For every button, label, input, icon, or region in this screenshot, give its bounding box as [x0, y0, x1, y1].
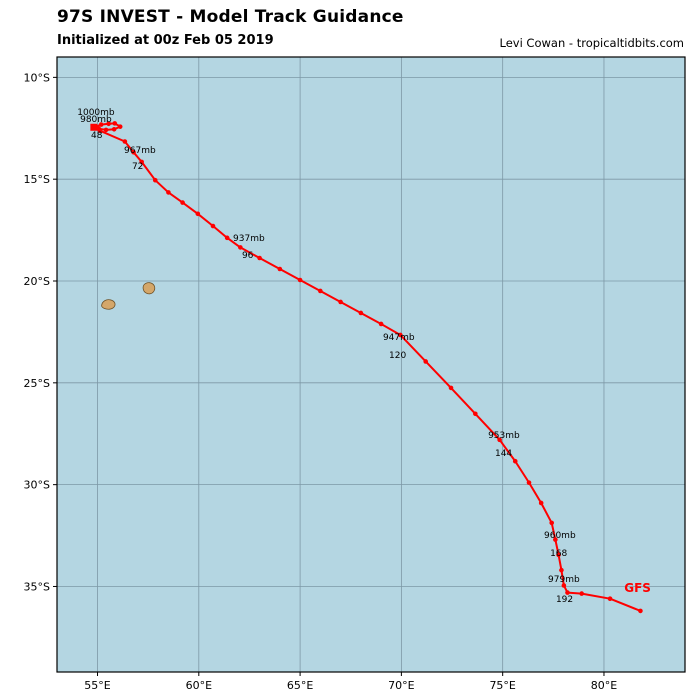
track-point — [257, 255, 262, 261]
track-point — [448, 385, 454, 391]
islands — [101, 282, 156, 310]
x-tick-label: 55°E — [84, 679, 110, 692]
track-point — [210, 223, 216, 229]
y-tick-label: 15°S — [24, 173, 50, 186]
track-point — [512, 458, 518, 464]
page-title: 97S INVEST - Model Track Guidance — [57, 7, 404, 27]
track-gfs — [90, 121, 643, 614]
track-point — [338, 299, 343, 305]
track-point — [423, 359, 428, 364]
pressure-hour-label: 96 — [242, 251, 254, 261]
track-start-marker — [90, 123, 98, 131]
track-point — [318, 288, 323, 294]
track-point — [224, 235, 230, 241]
island — [142, 282, 156, 295]
grid-lines — [57, 57, 685, 672]
y-tick-label: 20°S — [24, 275, 50, 288]
pressure-hour-label: 979mb — [548, 575, 580, 585]
island — [101, 299, 116, 310]
track-point — [579, 591, 584, 596]
track-point — [238, 245, 243, 250]
pressure-hour-label: 72 — [132, 162, 143, 172]
pressure-hour-label: 48 — [91, 131, 103, 141]
track-point — [117, 124, 123, 129]
pressure-hour-label: 168 — [550, 549, 567, 559]
track-point — [378, 321, 384, 327]
track-point — [131, 150, 136, 155]
track-point — [561, 583, 567, 588]
track-point — [565, 590, 570, 595]
track-point — [607, 596, 613, 601]
plot-border — [56, 56, 686, 673]
track-point — [473, 411, 478, 417]
init-time-label: Initialized at 00z Feb 05 2019 — [57, 33, 274, 48]
track-point — [98, 122, 104, 127]
y-tick-label: 10°S — [24, 71, 50, 84]
track-point — [166, 190, 171, 195]
x-tick-label: 60°E — [186, 679, 212, 692]
axis-labels: 55°E 60°E 65°E 70°E 75°E 80°E 10°S 15°S 20°S 25°S… — [24, 71, 618, 692]
pressure-hour-label: 980mb — [80, 115, 112, 125]
track-point — [398, 332, 403, 338]
track-point — [106, 121, 111, 127]
track-point — [122, 139, 128, 144]
x-tick-label: 65°E — [287, 679, 313, 692]
track-point — [556, 552, 561, 558]
x-tick-label: 70°E — [388, 679, 414, 692]
pressure-hour-label: 967mb — [124, 146, 156, 156]
track-point — [559, 567, 564, 573]
track-point — [277, 266, 283, 272]
track-point — [538, 500, 544, 506]
track-point — [638, 608, 643, 614]
x-tick-label: 75°E — [489, 679, 515, 692]
track-point — [97, 128, 103, 134]
pressure-hour-label: 960mb — [544, 531, 576, 541]
track-point — [111, 126, 117, 132]
track-point — [112, 121, 118, 126]
pressure-hour-label: 144 — [495, 449, 512, 459]
pressure-hour-label: 192 — [556, 595, 573, 605]
x-tick-label: 80°E — [591, 679, 617, 692]
track-point — [103, 127, 109, 133]
pressure-hour-label: 120 — [389, 351, 406, 361]
track-point — [152, 177, 158, 183]
y-tick-label: 35°S — [24, 580, 50, 593]
track-point — [526, 480, 532, 485]
track-point — [195, 211, 201, 217]
track-point — [497, 437, 502, 443]
pressure-hour-label: 953mb — [488, 431, 520, 441]
pressure-hour-label: 1000mb — [77, 108, 115, 118]
pressure-hour-label: 937mb — [233, 234, 265, 244]
y-tick-label: 25°S — [24, 377, 50, 390]
track-point — [358, 310, 364, 316]
y-tick-label: 30°S — [24, 479, 50, 492]
pressure-hour-label: 947mb — [383, 333, 415, 343]
ocean-background — [57, 57, 685, 672]
track-point — [549, 520, 555, 526]
track-point — [297, 277, 303, 283]
track-point — [553, 537, 558, 542]
model-name-label: GFS — [624, 581, 651, 595]
credit-text: Levi Cowan - tropicaltidbits.com — [499, 36, 685, 50]
track-point — [180, 200, 185, 205]
track-point — [139, 159, 144, 165]
